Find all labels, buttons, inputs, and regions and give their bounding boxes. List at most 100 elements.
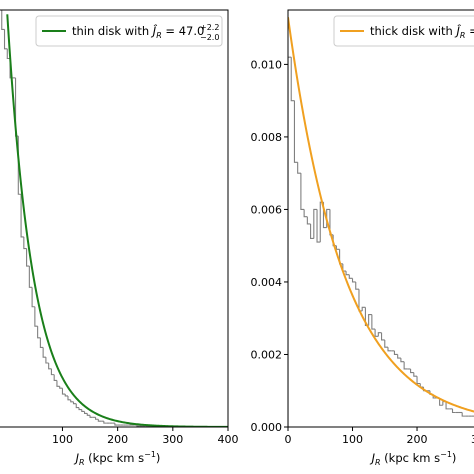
left-hist-bin-10 <box>26 248 30 267</box>
right-hist-bin-47 <box>439 397 443 406</box>
left-plot-area <box>0 10 228 427</box>
left-hist-bin-50 <box>136 425 140 427</box>
left-xlabel-units: (kpc km s <box>85 451 145 465</box>
right-legend-label: thick disk with ĴR = <box>370 24 474 40</box>
left-hist-bin-2 <box>3 29 8 50</box>
left-hist-bin-33 <box>89 415 93 418</box>
left-hist-bin-16 <box>42 347 46 358</box>
right-xlabel-sub: R <box>375 458 381 467</box>
left-fit-curve <box>6 14 228 427</box>
right-legend-symbol-sub: R <box>460 31 466 40</box>
left-hist-bin-29 <box>78 407 82 411</box>
left-panel: 100 200 300 400 thin disk with ĴR = 47.0 +2… <box>0 9 239 467</box>
right-hist-bin-31 <box>387 347 392 352</box>
left-hist-bin-42 <box>114 423 118 426</box>
left-hist-bin-30 <box>81 409 85 413</box>
left-hist-bin-36 <box>97 419 102 422</box>
right-hist-bin-35 <box>400 358 405 363</box>
right-hist-bin-51 <box>451 408 456 414</box>
right-hist-bin-6 <box>306 216 311 225</box>
right-x-tick-label-1: 100 <box>342 433 363 446</box>
right-hist-bin-7 <box>310 223 314 239</box>
left-legend-symbol: Ĵ <box>151 24 158 38</box>
right-plot-area <box>288 17 474 427</box>
left-hist-bin-35 <box>95 417 99 420</box>
right-hist-bin-54 <box>461 412 466 417</box>
right-hist-bin-19 <box>348 274 353 279</box>
right-x-tick-label-3: 300 <box>471 433 474 446</box>
right-hist-bin-20 <box>351 278 356 283</box>
left-legend-sub: −2.0 <box>200 33 219 42</box>
right-hist-bin-9 <box>316 209 321 243</box>
right-y-tick-label-3: 0.006 <box>251 203 283 216</box>
left-axes-frame <box>0 9 229 428</box>
left-hist-bin-19 <box>50 368 55 376</box>
right-fit-curve <box>288 17 474 413</box>
left-hist-bin-17 <box>45 357 49 364</box>
right-hist-bin-0 <box>288 56 292 427</box>
right-hist-bin-5 <box>303 209 308 218</box>
left-legend-symbol-sub: R <box>156 31 162 40</box>
left-legend-label: thin disk with ĴR = 47.0 <box>72 24 204 40</box>
left-legend-box <box>35 15 223 47</box>
left-x-axis-label: JR (kpc km s−1) <box>74 450 161 467</box>
right-hist-bin-49 <box>445 401 450 410</box>
left-hist-bin-24 <box>64 394 68 397</box>
right-hist-bin-2 <box>293 100 298 163</box>
right-hist-bin-23 <box>361 306 366 311</box>
right-hist-bin-36 <box>403 361 408 370</box>
left-hist-bin-8 <box>20 194 24 238</box>
left-xlabel-main: J <box>74 451 80 465</box>
right-hist-bin-34 <box>397 354 401 359</box>
right-hist-bin-25 <box>368 314 372 326</box>
left-legend: thin disk with ĴR = 47.0 +2.2 −2.0 <box>35 15 223 47</box>
right-hist-bin-8 <box>313 208 318 239</box>
right-hist-bin-33 <box>393 350 398 356</box>
left-xlabel-close: ) <box>156 451 161 465</box>
right-legend: thick disk with ĴR = <box>333 15 474 47</box>
right-axes-frame <box>287 9 474 428</box>
left-x-tick-label-0: 100 <box>52 433 73 446</box>
left-xlabel-sub: R <box>79 458 85 467</box>
left-hist-bin-25 <box>67 395 71 401</box>
left-hist-bin-21 <box>56 380 60 387</box>
right-hist-bin-39 <box>413 372 418 377</box>
right-hist-bin-21 <box>355 281 359 290</box>
left-x-tick-label-2: 300 <box>162 433 183 446</box>
right-hist-bin-40 <box>416 376 421 385</box>
left-hist-bin-28 <box>75 403 80 409</box>
left-hist-bin-9 <box>23 236 27 250</box>
right-xlabel-main: J <box>370 451 376 465</box>
right-xlabel-units: (kpc km s <box>381 451 441 465</box>
left-hist-bin-26 <box>70 399 74 403</box>
left-hist-bin-27 <box>72 401 77 405</box>
left-xlabel-exp: −1 <box>144 450 156 459</box>
right-hist-bin-3 <box>297 162 301 174</box>
left-hist-bin-13 <box>34 306 38 327</box>
right-y-tick-label-5: 0.010 <box>251 58 283 71</box>
left-hist-bin-3 <box>6 48 11 60</box>
right-hist-bin-38 <box>410 368 414 374</box>
left-hist-bin-14 <box>37 326 41 339</box>
right-hist-bin-28 <box>377 332 382 337</box>
right-hist-bin-18 <box>345 271 350 276</box>
right-hist-bin-13 <box>329 209 334 236</box>
right-legend-value: = <box>465 24 474 38</box>
left-legend-prefix: thin disk with <box>72 24 153 38</box>
right-xlabel-exp: −1 <box>440 450 452 459</box>
left-x-ticks: 100 200 300 400 <box>52 427 239 446</box>
right-y-tick-label-0: 0.000 <box>251 421 283 434</box>
right-legend-prefix: thick disk with <box>370 24 457 38</box>
left-hist-bin-23 <box>61 388 66 395</box>
right-hist-bin-1 <box>290 57 295 102</box>
right-hist-bin-4 <box>300 173 305 210</box>
right-y-tick-label-1: 0.002 <box>251 348 283 361</box>
left-hist-bin-32 <box>86 413 91 416</box>
right-hist-bin-30 <box>384 339 388 348</box>
right-y-tick-label-4: 0.008 <box>251 131 283 144</box>
right-ticks: 0 100 200 300 0.000 0.002 0.004 0.006 0.008 0.010 <box>251 58 474 446</box>
right-x-tick-label-0: 0 <box>285 433 292 446</box>
right-hist-bin-27 <box>374 329 379 337</box>
right-y-tick-label-2: 0.004 <box>251 276 283 289</box>
